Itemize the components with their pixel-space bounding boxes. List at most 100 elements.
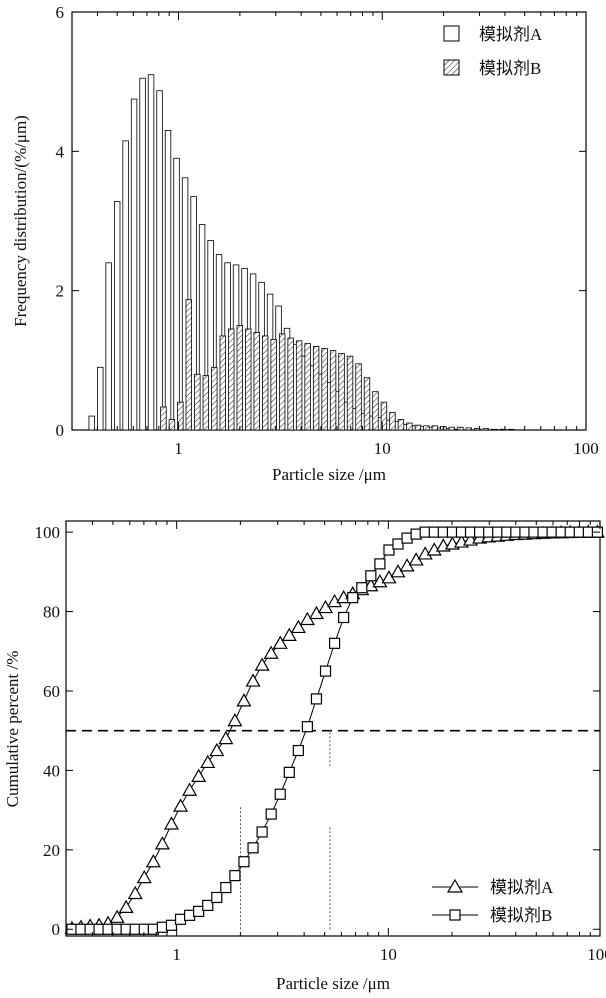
data-point-b (165, 919, 178, 931)
bar-a (122, 140, 129, 431)
bar-a (198, 224, 206, 431)
bar-b (168, 419, 176, 431)
data-point-b (265, 808, 277, 820)
data-point-b (392, 538, 404, 550)
data-point-a (163, 816, 179, 830)
data-point-a (209, 742, 225, 757)
data-point-b (319, 665, 332, 677)
bar-b (304, 343, 311, 431)
x-axis-ticks: 1 10 100 (65, 521, 606, 964)
bar-b (346, 355, 354, 431)
y-axis-ticks: 0 2 4 6 (56, 3, 586, 440)
y-tick-label: 20 (43, 841, 60, 860)
bar-a (147, 74, 155, 431)
data-point-b (193, 905, 205, 917)
bar-a (139, 77, 146, 431)
bar-b (236, 325, 243, 431)
bar-b (372, 391, 379, 431)
y-axis-label: Frequency distribution/(%/μm) (11, 115, 30, 327)
legend: 模拟剂A 模拟剂B (443, 25, 543, 78)
legend-label-b: 模拟剂B (479, 59, 541, 78)
bar-b (499, 428, 506, 431)
bar-b (491, 428, 498, 431)
legend-label-a: 模拟剂A (490, 878, 554, 897)
x-tick-label: 1 (174, 439, 183, 458)
series-b-bars (160, 299, 515, 431)
y-tick-label: 2 (56, 282, 65, 301)
data-point-a (109, 909, 125, 923)
y-tick-label: 6 (56, 3, 65, 22)
bar-b (414, 424, 422, 431)
bar-b (261, 335, 269, 431)
series-a-bars (88, 74, 461, 431)
data-point-a (200, 754, 216, 769)
legend-swatch-b (443, 59, 460, 76)
bar-b (363, 377, 371, 431)
data-point-a (173, 798, 189, 812)
data-point-a (281, 627, 297, 641)
data-point-a (218, 730, 234, 745)
bar-b (397, 419, 405, 431)
bar-b (406, 422, 413, 431)
data-point-b (274, 788, 286, 800)
legend-swatch-a (443, 25, 460, 42)
data-point-a (136, 869, 152, 884)
bar-b (253, 332, 260, 431)
bar-b (228, 328, 235, 431)
bar-b (202, 375, 209, 431)
x-tick-label: 10 (380, 945, 397, 964)
data-point-b (356, 582, 368, 594)
bar-b (338, 352, 345, 431)
x-tick-label: 1 (172, 945, 181, 964)
data-point-a (182, 782, 198, 796)
data-point-b (247, 842, 259, 854)
data-point-a (272, 635, 288, 649)
data-point-a (127, 885, 143, 900)
data-point-b (220, 881, 232, 894)
bar-b (219, 335, 226, 431)
bar-b (448, 426, 456, 431)
bar-b (245, 328, 252, 431)
bar-b (287, 337, 294, 431)
bar-a (97, 366, 104, 431)
series-b-markers (66, 526, 604, 935)
bar-b (329, 350, 337, 431)
legend-label-b: 模拟剂B (490, 906, 552, 925)
x-tick-label: 100 (573, 439, 599, 458)
data-point-a (118, 899, 134, 914)
data-point-b (374, 558, 386, 570)
data-point-a (236, 693, 252, 707)
bar-b (295, 340, 303, 431)
bar-b (177, 401, 184, 431)
bar-a (130, 98, 138, 431)
bar-b (160, 406, 167, 431)
data-point-b (238, 856, 250, 868)
bar-b (389, 412, 396, 431)
bar-a (173, 157, 180, 431)
bar-b (482, 428, 489, 431)
bar-b (474, 428, 481, 431)
data-point-b (202, 899, 214, 912)
x-axis-label: Particle size /μm (276, 974, 390, 993)
x-axis-ticks: 1 10 100 (71, 12, 599, 458)
bar-b (355, 363, 362, 431)
y-tick-label: 100 (35, 523, 61, 542)
data-point-b (338, 611, 350, 624)
data-point-a (254, 657, 270, 671)
data-point-a (191, 768, 207, 782)
data-point-a (263, 645, 279, 659)
cumulative-percent-chart: 0 20 40 60 80 100 1 10 100 Particle size /μm Cu… (3, 520, 606, 993)
legend: 模拟剂A 模拟剂B (432, 878, 554, 925)
data-point-b (256, 826, 268, 838)
bar-b (508, 428, 515, 431)
bar-a (88, 415, 95, 431)
y-tick-label: 40 (43, 761, 60, 780)
bar-a (207, 240, 214, 431)
legend-marker-a (446, 878, 464, 893)
y-tick-label: 80 (43, 603, 60, 622)
legend-label-a: 模拟剂A (479, 25, 543, 44)
bar-b (457, 426, 464, 431)
x-axis-label: Particle size /μm (272, 465, 386, 484)
bar-b (423, 425, 430, 431)
